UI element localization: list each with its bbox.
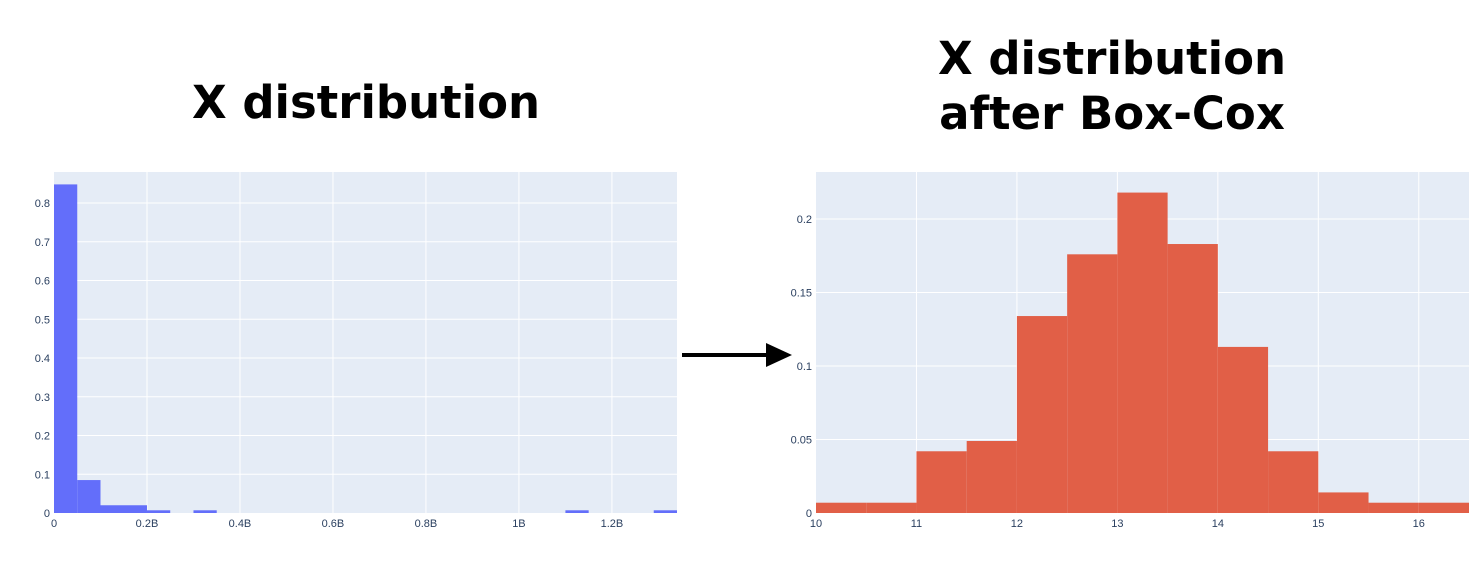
left-bar: [100, 505, 147, 513]
left-y-tick-label: 0: [44, 508, 50, 520]
left-y-tick-label: 0.7: [35, 237, 50, 249]
right-x-tick-label: 15: [1312, 518, 1324, 530]
left-y-tick-label: 0.6: [35, 276, 50, 288]
right-x-tick-label: 10: [810, 518, 822, 530]
left-x-tick-label: 0: [51, 518, 57, 530]
right-bar: [1368, 502, 1419, 513]
left-x-tick-label: 0.8B: [415, 518, 438, 530]
right-x-tick-label: 13: [1111, 518, 1123, 530]
left-x-tick-label: 1.2B: [601, 518, 624, 530]
right-y-tick-label: 0.05: [791, 435, 812, 447]
left-y-tick-label: 0.4: [35, 353, 50, 365]
right-y-tick-label: 0.15: [791, 288, 812, 300]
left-y-tick-label: 0.5: [35, 314, 50, 326]
left-bar: [565, 510, 589, 513]
left-bar: [77, 480, 101, 513]
right-bar: [1016, 316, 1068, 513]
right-x-tick-label: 12: [1011, 518, 1023, 530]
left-x-tick-label: 0.4B: [229, 518, 252, 530]
right-bar: [866, 502, 917, 513]
left-histogram: 0 0.1 0.2 0.3 0.4 0.5 0.6 0.7 0.8 0 0.2B 0.4B 0.6B 0.…: [0, 160, 690, 560]
left-chart-title: X distribution: [56, 76, 676, 131]
left-bar: [146, 510, 171, 513]
right-title-line1: X distribution: [937, 32, 1287, 85]
left-histogram-svg: 0 0.1 0.2 0.3 0.4 0.5 0.6 0.7 0.8 0 0.2B 0.4B 0.6B 0.…: [35, 172, 677, 530]
left-x-tick-label: 0.6B: [322, 518, 345, 530]
left-y-tick-label: 0.1: [35, 469, 50, 481]
left-x-tick-label: 0.2B: [136, 518, 159, 530]
left-title-text: X distribution: [191, 76, 541, 129]
left-plot-area: [54, 172, 677, 513]
left-y-tick-label: 0.8: [35, 198, 50, 210]
left-x-tick-label: 1B: [512, 518, 525, 530]
right-bar: [1318, 492, 1369, 513]
right-x-tick-label: 11: [911, 518, 922, 530]
right-chart-title: X distribution after Box-Cox: [812, 32, 1412, 142]
right-y-tick-label: 0: [806, 508, 812, 520]
right-bar: [1268, 451, 1319, 513]
right-bar: [1117, 192, 1168, 514]
left-bar: [653, 510, 677, 513]
arrow-head: [766, 343, 792, 367]
right-y-tick-label: 0.2: [797, 214, 812, 226]
right-bar: [1418, 502, 1469, 513]
right-x-tick-label: 14: [1212, 518, 1224, 530]
right-histogram: 0 0.05 0.1 0.15 0.2 10 11 12 13 14 15 16: [766, 160, 1476, 560]
right-bar: [916, 451, 967, 513]
right-arrow-icon: [682, 343, 792, 367]
right-bar: [966, 440, 1017, 513]
right-bar: [816, 502, 867, 513]
right-title-line2: after Box-Cox: [939, 86, 1285, 140]
right-bar: [1217, 346, 1269, 513]
right-x-tick-label: 16: [1413, 518, 1425, 530]
right-histogram-svg: 0 0.05 0.1 0.15 0.2 10 11 12 13 14 15 16: [791, 172, 1469, 530]
left-bar: [193, 510, 217, 513]
right-y-tick-label: 0.1: [797, 361, 812, 373]
left-bar: [54, 184, 78, 513]
left-y-tick-label: 0.3: [35, 392, 50, 404]
left-y-tick-label: 0.2: [35, 431, 50, 443]
right-bar: [1167, 244, 1218, 513]
right-bar: [1067, 254, 1118, 513]
